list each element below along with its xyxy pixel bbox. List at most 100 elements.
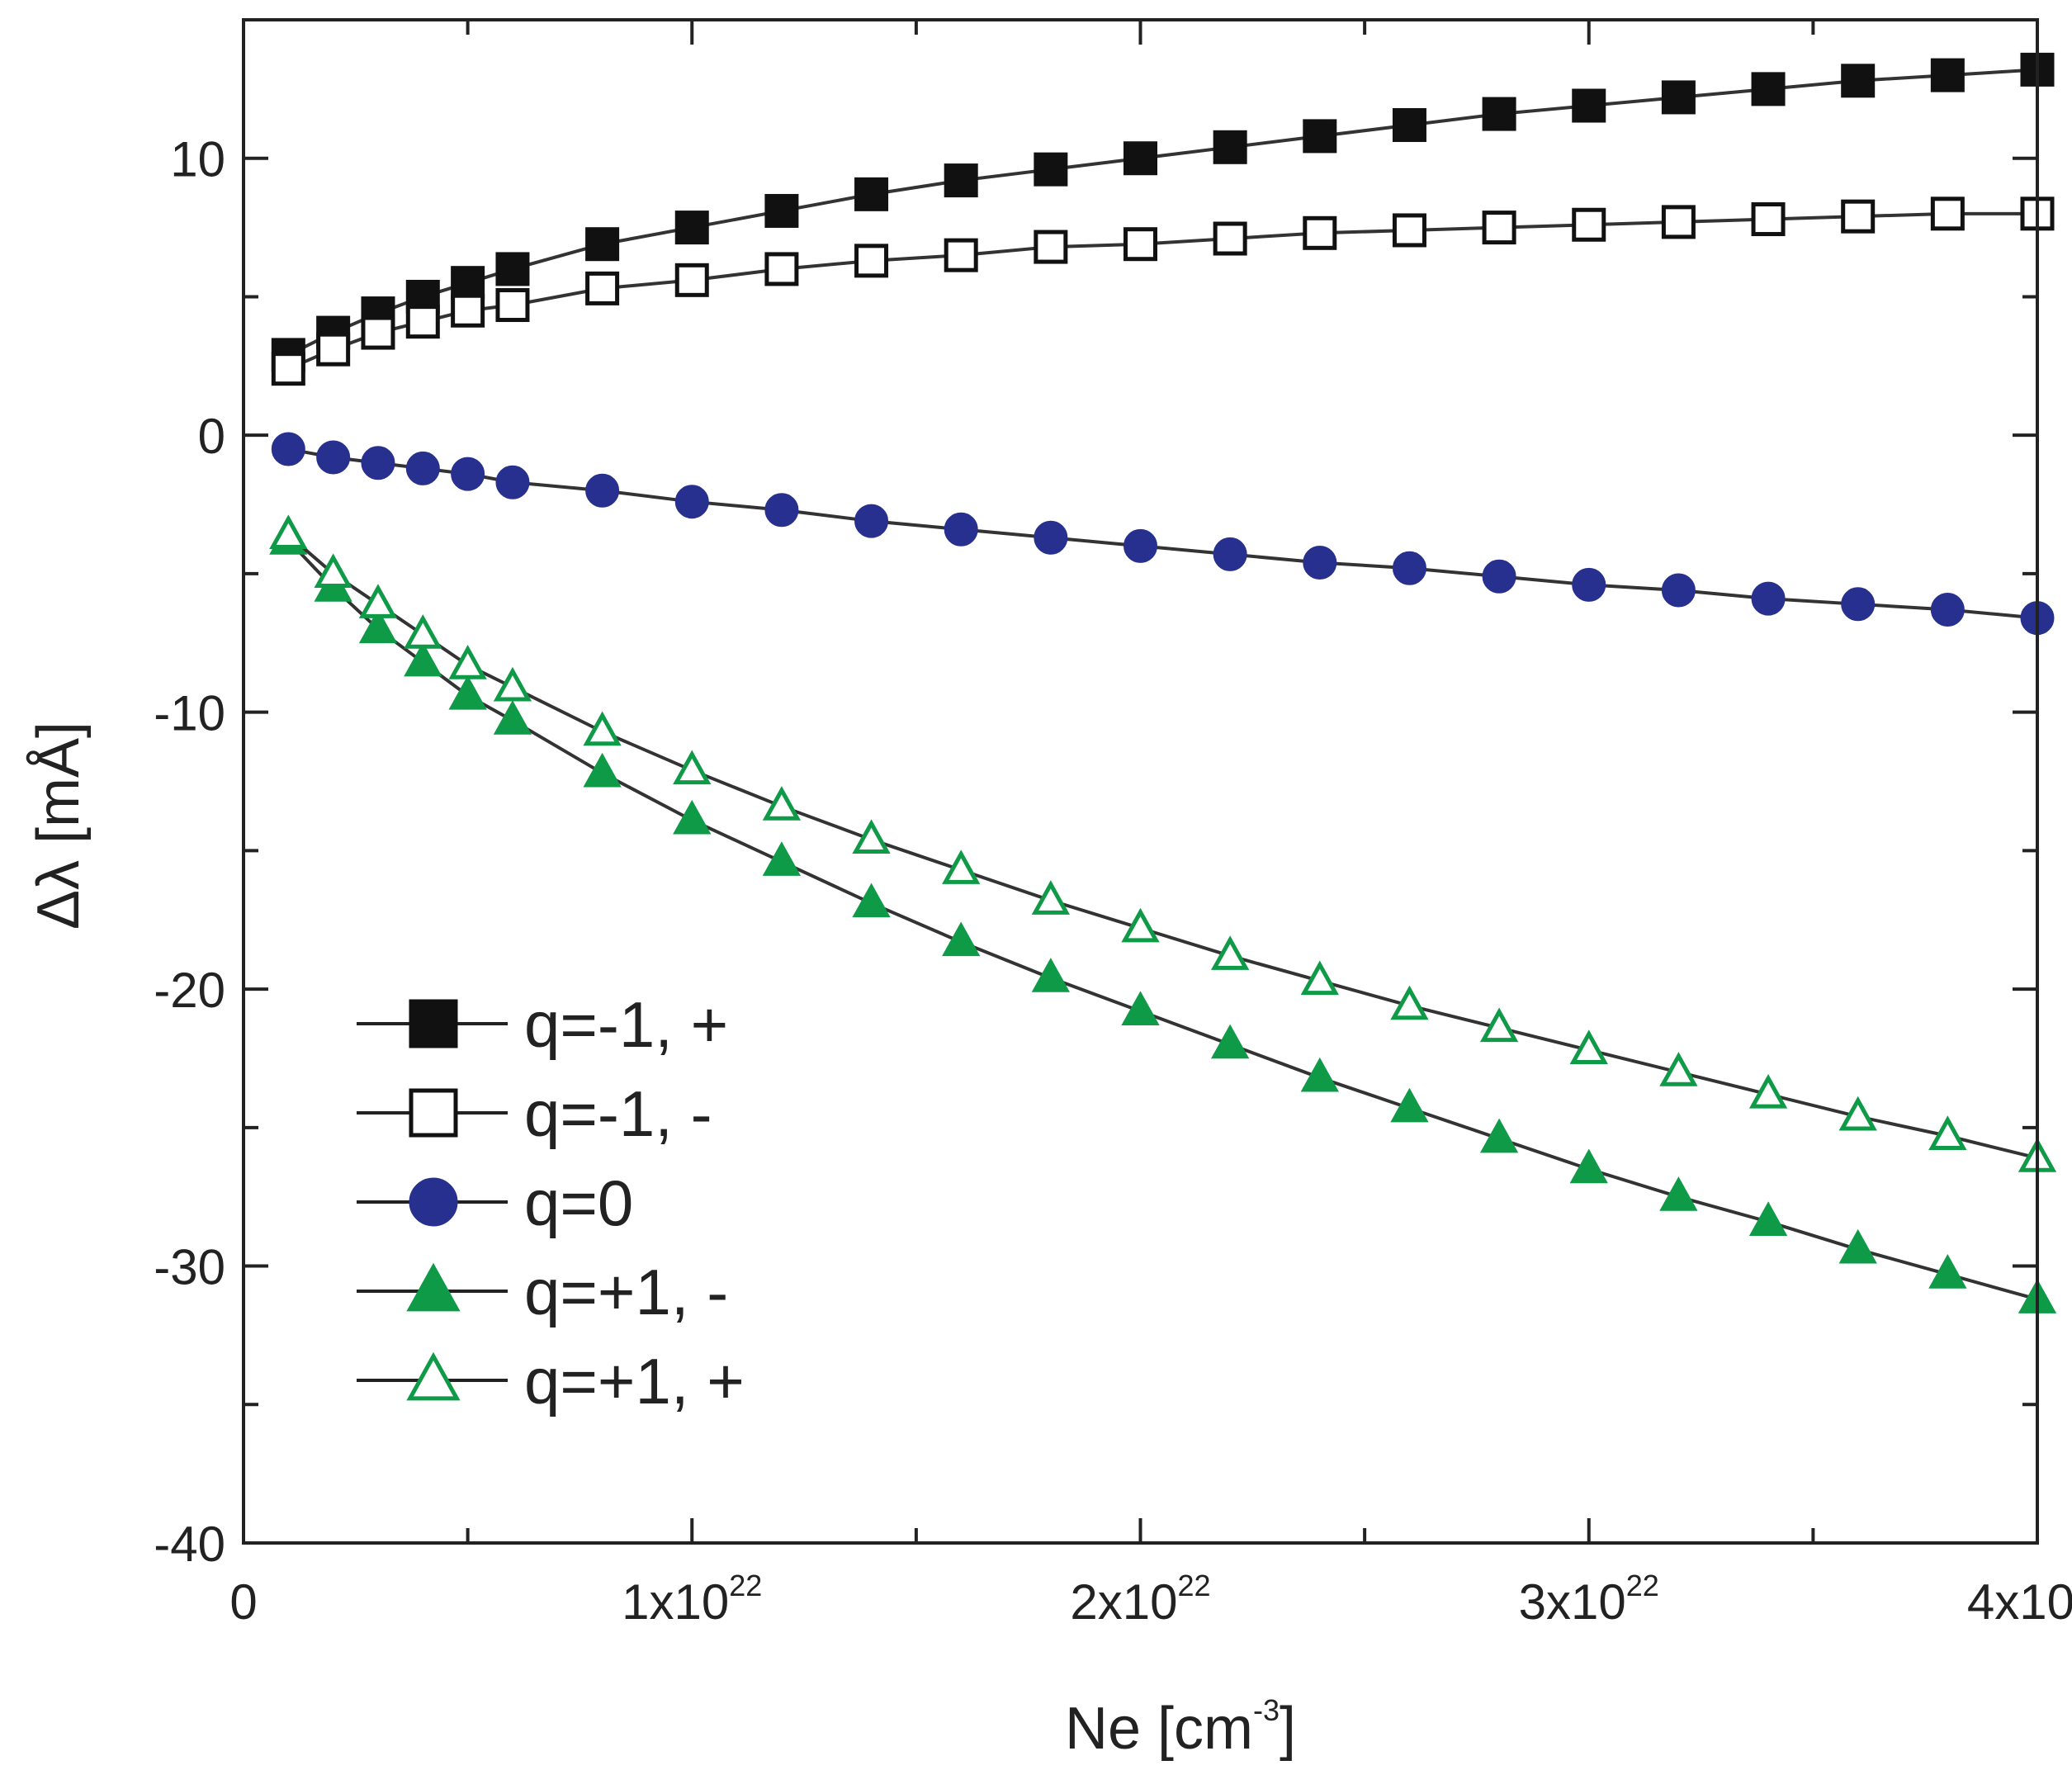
- data-point: [358, 608, 398, 644]
- data-point: [1031, 958, 1070, 992]
- data-point: [404, 641, 442, 677]
- data-point: [493, 700, 532, 735]
- data-point: [764, 252, 799, 286]
- x-axis-title-main: Ne [cm: [1065, 1696, 1253, 1762]
- data-point: [1569, 1029, 1608, 1064]
- data-point: [1751, 202, 1786, 237]
- legend-entry: q=0: [357, 1167, 633, 1239]
- data-point: [1303, 119, 1337, 154]
- series-3: [271, 432, 2055, 636]
- data-point: [1303, 545, 1337, 580]
- legend: q=-1, + q=-1, - q=0 q=+1, - q=+1, +: [357, 988, 745, 1417]
- data-point: [762, 786, 802, 821]
- data-point: [1213, 130, 1247, 164]
- data-point: [1930, 593, 1965, 627]
- legend-marker: [409, 999, 458, 1048]
- data-point: [1482, 211, 1516, 245]
- legend-entry: q=+1, +: [357, 1345, 745, 1417]
- data-point: [1034, 230, 1068, 264]
- data-point: [674, 211, 709, 245]
- data-point: [585, 271, 620, 305]
- data-point: [1841, 64, 1876, 98]
- data-point: [1838, 1228, 1877, 1264]
- data-point: [944, 238, 978, 272]
- data-point: [1572, 88, 1606, 123]
- data-point: [764, 193, 799, 228]
- data-point: [944, 512, 978, 547]
- data-point: [1124, 141, 1157, 176]
- data-point: [1300, 960, 1339, 996]
- data-point: [1124, 227, 1157, 262]
- data-point: [1034, 152, 1068, 187]
- data-point: [764, 493, 799, 528]
- x-tick-label: 1x1022: [622, 1569, 762, 1630]
- series-line: [287, 211, 2037, 371]
- legend-label: q=+1, +: [524, 1345, 745, 1417]
- data-point: [1748, 1201, 1788, 1236]
- data-point: [493, 666, 532, 702]
- data-point: [1482, 97, 1516, 131]
- data-point: [674, 485, 709, 519]
- data-point: [1659, 1052, 1698, 1086]
- data-point: [1034, 520, 1068, 555]
- data-point: [1303, 215, 1337, 250]
- data-point: [1572, 207, 1606, 242]
- data-point: [1392, 107, 1426, 142]
- data-point: [1928, 1254, 1967, 1289]
- data-point: [361, 446, 395, 480]
- data-point: [1482, 559, 1516, 594]
- data-point: [1211, 1024, 1250, 1059]
- data-point: [1838, 1096, 1877, 1131]
- data-point: [762, 841, 802, 876]
- x-tick-label: 3x1022: [1519, 1569, 1659, 1630]
- data-point: [585, 227, 620, 262]
- data-point: [1213, 537, 1247, 571]
- data-point: [271, 432, 305, 466]
- x-axis-title: Ne [cm-3]: [1065, 1693, 1296, 1762]
- data-point: [405, 305, 440, 339]
- x-tick-label: 2x1022: [1070, 1569, 1210, 1630]
- data-point: [1572, 567, 1606, 602]
- series-line: [287, 533, 2038, 1160]
- data-point: [854, 244, 889, 278]
- data-point: [495, 465, 530, 499]
- data-point: [451, 293, 485, 328]
- data-point: [673, 750, 712, 785]
- data-point: [1659, 1176, 1698, 1211]
- data-point: [269, 514, 308, 550]
- data-point: [1569, 1148, 1608, 1184]
- data-point: [583, 752, 622, 788]
- data-point: [1661, 573, 1696, 608]
- y-tick-label: -20: [154, 963, 225, 1018]
- y-tick-label: 10: [170, 132, 225, 187]
- legend-label: q=-1, +: [524, 988, 728, 1061]
- data-point: [316, 332, 351, 367]
- data-point: [1479, 1118, 1519, 1153]
- data-point: [1661, 205, 1696, 239]
- data-point: [1211, 935, 1250, 970]
- data-point: [1124, 528, 1157, 563]
- data-point: [942, 850, 981, 884]
- data-point: [1928, 1115, 1967, 1150]
- legend-marker: [409, 1088, 458, 1138]
- data-point: [316, 440, 351, 475]
- data-point: [944, 163, 978, 198]
- legend-entry: q=-1, -: [357, 1077, 712, 1150]
- data-point: [585, 473, 620, 508]
- data-point: [1751, 72, 1786, 106]
- data-point: [1031, 880, 1070, 915]
- series-1: [271, 52, 2055, 372]
- data-point: [1479, 1007, 1519, 1043]
- data-point: [1930, 58, 1965, 92]
- legend-label: q=-1, -: [524, 1077, 712, 1150]
- data-point: [314, 553, 352, 588]
- series-5: [269, 514, 2057, 1172]
- data-point: [852, 883, 891, 918]
- x-axis-title-sup: -3: [1253, 1693, 1280, 1727]
- data-point: [451, 457, 485, 491]
- data-point: [495, 288, 530, 323]
- data-point: [1392, 551, 1426, 585]
- data-point: [451, 266, 485, 301]
- data-point: [1121, 907, 1160, 943]
